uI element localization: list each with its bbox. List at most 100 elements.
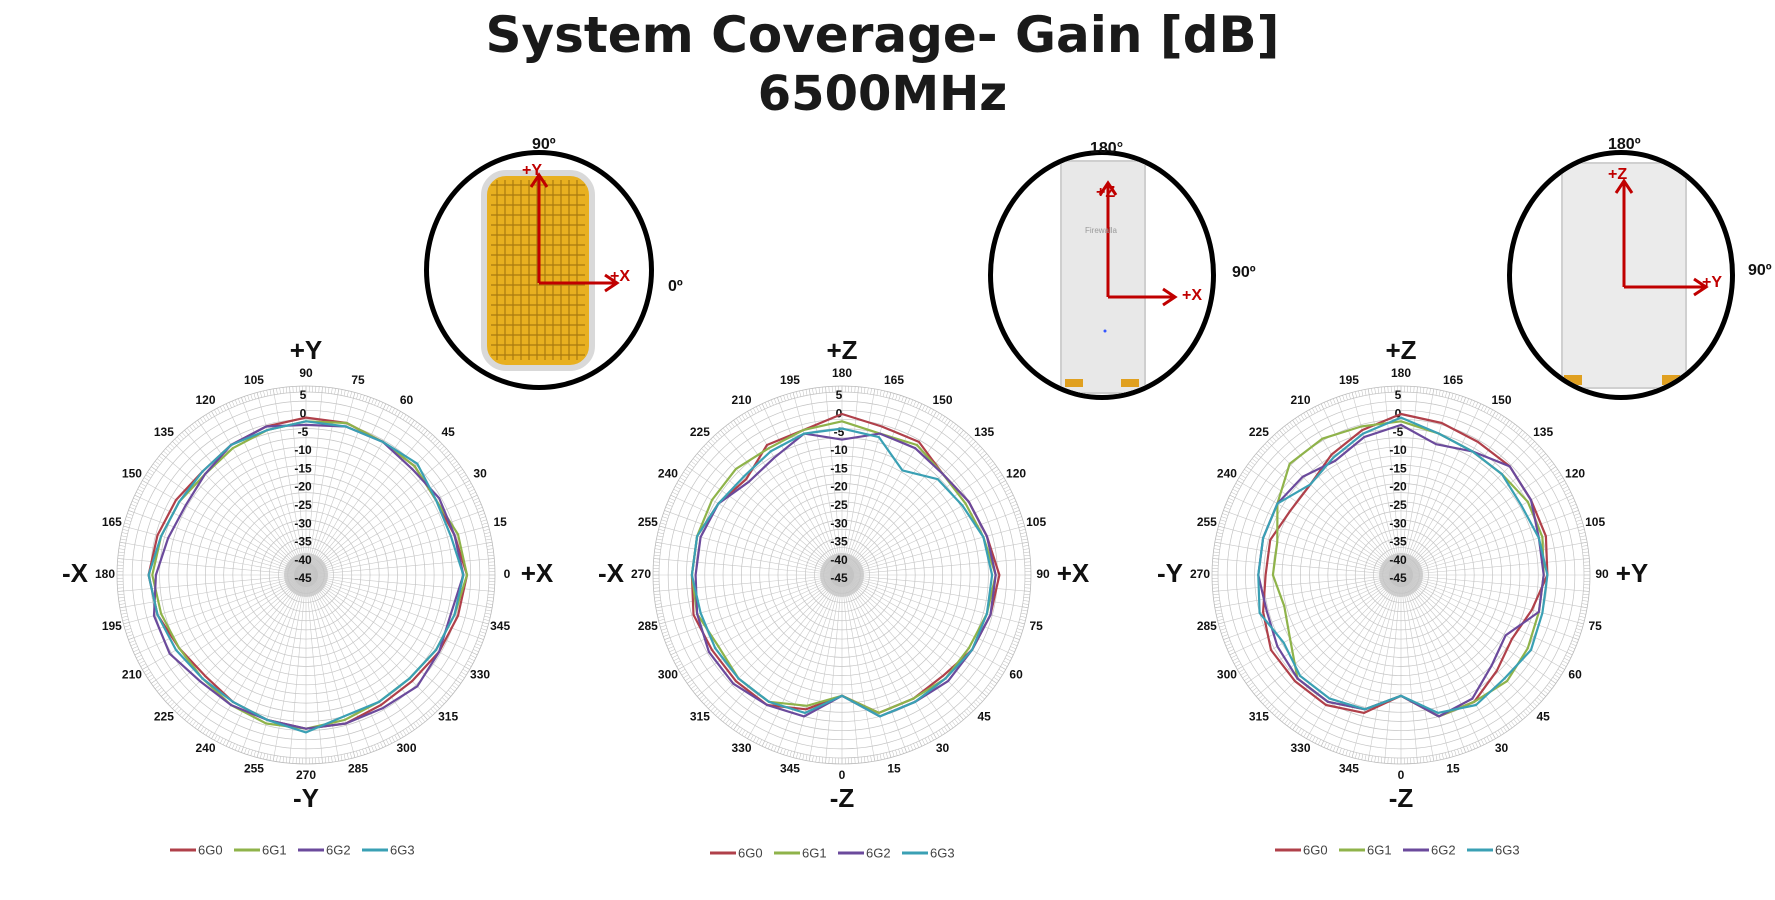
- polar-tick: [260, 752, 262, 759]
- polar-tick: [481, 522, 488, 525]
- polar-spoke: [841, 574, 937, 739]
- polar-spoke: [1351, 574, 1402, 758]
- polar-tick: [1297, 416, 1302, 422]
- polar-ring: [1327, 501, 1475, 649]
- polar-tick: [1220, 519, 1227, 522]
- polar-tick: [657, 612, 664, 615]
- polar-tick: [895, 749, 898, 756]
- polar-tick: [119, 545, 126, 547]
- polar-tick: [1380, 387, 1383, 394]
- polar-tick: [864, 387, 866, 394]
- axis-label-bottom: -Y: [293, 783, 319, 813]
- polar-tick: [1565, 654, 1571, 659]
- polar-tick: [371, 398, 374, 405]
- polar-tick: [1323, 402, 1327, 408]
- polar-tick: [805, 754, 808, 761]
- polar-tick: [1023, 597, 1030, 599]
- polar-tick: [250, 394, 253, 401]
- polar-tick: [133, 649, 139, 653]
- device-inset-1: [424, 150, 654, 390]
- polar-tick: [485, 609, 492, 612]
- polar-tick: [122, 529, 129, 531]
- polar-tick: [1011, 643, 1018, 647]
- polar-tick: [1017, 625, 1024, 628]
- polar-tick: [1560, 483, 1567, 487]
- polar-tick: [118, 597, 125, 599]
- polar-tick: [476, 507, 483, 510]
- polar-spoke: [841, 574, 1025, 625]
- polar-ring: [823, 556, 861, 594]
- polar-tick: [1012, 640, 1019, 643]
- polar-tick: [954, 425, 959, 431]
- polar-tick: [140, 483, 147, 487]
- polar-tick: [1478, 740, 1482, 747]
- polar-tick: [936, 731, 940, 738]
- polar-ring: [1373, 547, 1429, 603]
- polar-tick: [1238, 477, 1245, 481]
- polar-tick: [118, 600, 125, 602]
- polar-tick: [1358, 390, 1361, 397]
- polar-tick: [453, 682, 460, 687]
- polar-ring: [731, 464, 953, 686]
- polar-tick: [172, 441, 177, 446]
- polar-tick: [487, 597, 494, 599]
- polar-spoke: [305, 453, 451, 576]
- polar-tick: [964, 434, 969, 440]
- polar-tick: [1348, 750, 1351, 757]
- angle-tick-label: 285: [638, 619, 658, 633]
- polar-tick: [889, 751, 892, 758]
- polar-tick: [1579, 615, 1586, 618]
- polar-tick: [1438, 390, 1441, 397]
- angle-tick-label: 120: [1006, 467, 1026, 481]
- angle-tick-label: 300: [658, 668, 678, 682]
- angle-tick-label: 315: [1249, 709, 1269, 723]
- polar-tick: [448, 689, 454, 695]
- polar-tick: [1007, 494, 1014, 498]
- polar-tick: [1223, 510, 1230, 513]
- polar-tick: [1342, 748, 1345, 755]
- polar-tick: [982, 692, 987, 697]
- polar-tick: [189, 719, 194, 725]
- polar-tick: [244, 747, 247, 754]
- polar-tick: [1583, 558, 1590, 560]
- angle-tick-label: 225: [154, 709, 174, 723]
- polar-tick: [1355, 391, 1357, 398]
- polar-tick: [675, 660, 681, 664]
- polar-tick: [1213, 551, 1220, 553]
- polar-tick: [1497, 414, 1502, 420]
- angle-tick-label: 30: [473, 467, 487, 481]
- polar-chart-1: 5 0 -5 -10 -15 -20 -25 -30 -35 -40 -45 0 15 30 45 60 75 9…: [62, 335, 554, 858]
- polar-tick: [1565, 491, 1571, 496]
- angle-tick-label: 60: [1568, 668, 1582, 682]
- polar-tick: [725, 425, 730, 431]
- polar-tick: [1216, 535, 1223, 538]
- polar-spoke: [135, 495, 307, 576]
- polar-tick: [1221, 631, 1228, 634]
- polar-tick: [1312, 408, 1316, 414]
- polar-tick: [1289, 421, 1294, 428]
- polar-tick: [143, 669, 150, 673]
- polar-tick: [1333, 398, 1336, 405]
- polar-tick: [244, 396, 247, 403]
- polar-tick: [1508, 421, 1513, 428]
- polar-tick: [792, 751, 795, 758]
- polar-tick: [815, 387, 817, 394]
- legend-label-6G1: 6G1: [1367, 842, 1392, 857]
- polar-tick: [1234, 486, 1240, 490]
- polar-tick: [1538, 450, 1544, 456]
- polar-tick: [126, 516, 133, 519]
- polar-tick: [1570, 503, 1577, 507]
- polar-tick: [1258, 694, 1264, 700]
- polar-tick: [423, 715, 428, 720]
- polar-tick: [388, 737, 393, 744]
- polar-tick: [1231, 491, 1237, 496]
- angle-tick-label: 165: [884, 373, 904, 387]
- polar-tick: [1224, 507, 1231, 510]
- polar-tick: [337, 388, 340, 395]
- polar-spoke: [1400, 574, 1481, 746]
- polar-tick: [675, 486, 681, 490]
- polar-tick: [864, 756, 866, 763]
- polar-tick: [895, 394, 898, 401]
- polar-ring: [250, 519, 362, 631]
- polar-tick: [432, 706, 438, 712]
